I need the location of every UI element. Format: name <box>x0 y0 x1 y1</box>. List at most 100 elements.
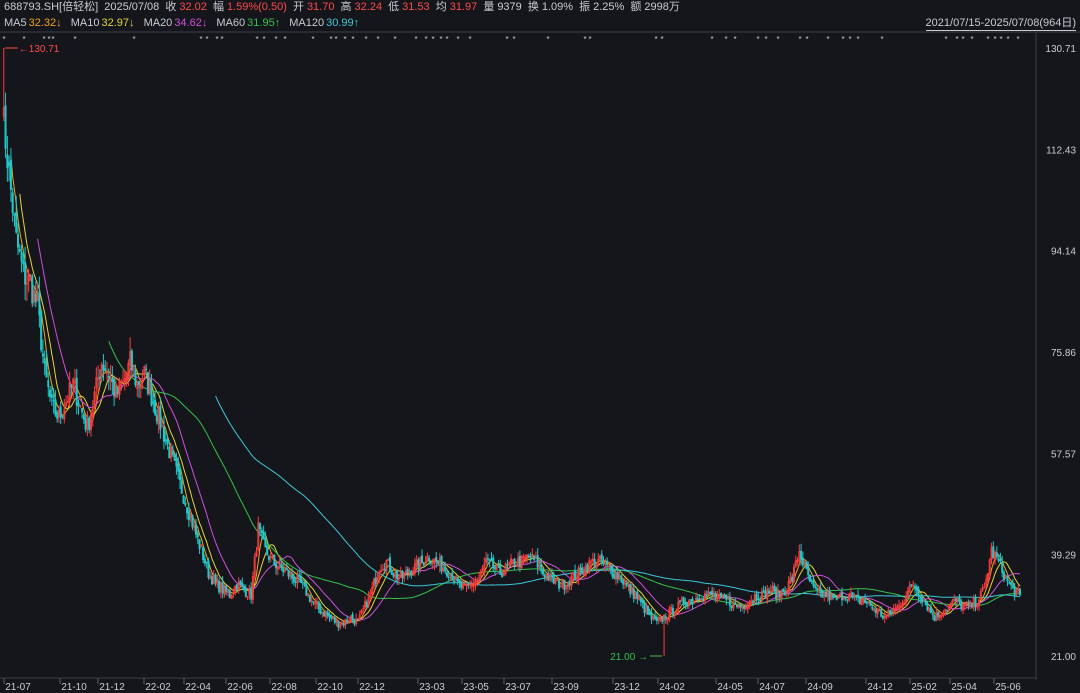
candle-body <box>1001 561 1004 573</box>
candle-body <box>643 602 646 614</box>
event-star-icon: * <box>826 35 829 44</box>
candle-body <box>816 587 819 590</box>
ma5-label: MA5 <box>4 17 27 29</box>
candle-body <box>282 568 285 573</box>
candle-body <box>95 377 98 389</box>
candle-body <box>63 409 66 420</box>
candle-body <box>223 585 226 595</box>
candle-body <box>707 591 710 596</box>
candle-body <box>611 566 614 577</box>
candle-body <box>631 587 634 593</box>
candle-body <box>702 597 705 600</box>
event-star-icon: * <box>764 35 767 44</box>
candle-body <box>716 596 719 600</box>
candle-body <box>851 592 854 597</box>
candle-body <box>684 603 687 605</box>
ma20-label: MA20 <box>143 17 173 29</box>
candle-body <box>566 582 569 588</box>
candle-body <box>999 559 1002 561</box>
event-star-icon: * <box>439 35 442 44</box>
candle-body <box>118 381 121 396</box>
candle-body <box>563 579 566 590</box>
candle-body <box>43 357 46 364</box>
candle-body <box>162 426 165 442</box>
price-tick-label: 57.57 <box>1051 449 1076 460</box>
candle-body <box>994 551 997 560</box>
date-range-selector[interactable]: 2021/07/15-2025/07/08(964日) <box>925 17 1076 31</box>
candle-body <box>145 368 148 371</box>
candle-body <box>558 580 561 589</box>
date-axis: 21-07 21-10 21-12 22-02 22-04 22-06 22-08 22-10… <box>3 678 1021 693</box>
candle-body <box>746 605 749 610</box>
candle-body <box>230 594 233 599</box>
avg-label: 均 <box>435 1 447 13</box>
candle-body <box>889 610 892 613</box>
candle-body <box>739 604 742 608</box>
candle-body <box>129 351 132 367</box>
candle-body <box>339 624 342 628</box>
candle-body <box>396 570 399 579</box>
candle-body <box>556 579 559 581</box>
candle-body <box>486 557 489 560</box>
event-star-icon: * <box>2 35 5 44</box>
candle-body <box>622 580 625 585</box>
candle-body <box>849 592 852 595</box>
candle-body <box>632 589 635 599</box>
candle-body <box>164 439 167 442</box>
candle-body <box>372 579 375 587</box>
event-star-icon: * <box>583 35 586 44</box>
candle-body <box>356 618 359 621</box>
candle-body <box>652 616 655 619</box>
ma10-label: MA10 <box>70 17 100 29</box>
candle-body <box>659 616 662 618</box>
candle-body <box>951 600 954 605</box>
candle-body <box>86 420 89 429</box>
candle-body <box>303 583 306 586</box>
candle-body <box>470 585 473 587</box>
candle-body <box>855 595 858 598</box>
candle-body <box>963 603 966 606</box>
candle-body <box>696 598 699 600</box>
candle-body <box>123 378 126 383</box>
candle-body <box>965 601 968 604</box>
candle-body <box>493 567 496 570</box>
event-star-icon: * <box>351 35 354 44</box>
candle-body <box>730 605 733 609</box>
candle-body <box>824 591 828 598</box>
open-value: 31.70 <box>306 1 335 13</box>
candle-body <box>663 614 666 621</box>
candle-body <box>166 438 169 444</box>
candle-body <box>764 590 767 599</box>
candle-body <box>1008 582 1011 584</box>
candle-body <box>422 562 425 566</box>
candle-body <box>586 564 589 573</box>
candle-body <box>614 572 618 580</box>
candle-body <box>650 612 653 620</box>
candle-body <box>800 550 803 560</box>
candle-body <box>668 608 671 620</box>
candle-body <box>538 564 541 567</box>
candle-body <box>138 380 141 386</box>
event-star-icon: * <box>22 35 25 44</box>
candle-body <box>609 566 612 570</box>
candle-body <box>17 234 20 248</box>
ma120-value: 30.99↑ <box>326 17 360 29</box>
candle-body <box>109 377 112 382</box>
price-tick-label: 75.86 <box>1051 348 1076 359</box>
event-star-icon: * <box>364 35 367 44</box>
candle-body <box>712 592 715 596</box>
candle-body <box>606 560 609 566</box>
candle-body <box>82 414 85 420</box>
candle-body <box>307 593 310 596</box>
candle-body <box>184 502 187 506</box>
candle-body <box>874 609 877 614</box>
candle-body <box>862 600 865 603</box>
price-axis: 130.71 112.43 94.14 75.86 57.57 39.29 21.00 <box>1045 44 1076 663</box>
candle-body <box>823 592 826 597</box>
candle-body <box>682 597 685 605</box>
candle-body <box>374 577 377 585</box>
candle-body <box>773 585 776 590</box>
event-star-icon: * <box>393 35 396 44</box>
candle-body <box>956 597 959 602</box>
